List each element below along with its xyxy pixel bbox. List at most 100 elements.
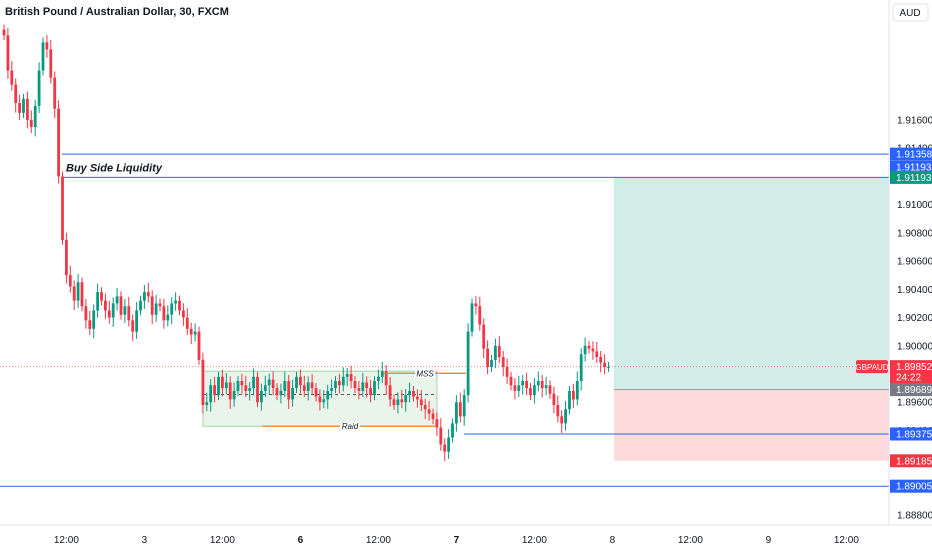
candle[interactable]: [591, 341, 595, 360]
candle-body[interactable]: [111, 303, 115, 318]
candle-body[interactable]: [209, 385, 213, 403]
candle[interactable]: [236, 376, 240, 396]
candle[interactable]: [595, 341, 599, 364]
candle-body[interactable]: [330, 388, 333, 391]
candle-body[interactable]: [599, 357, 603, 363]
candle[interactable]: [72, 280, 76, 311]
candle-body[interactable]: [560, 416, 564, 424]
candle-body[interactable]: [564, 409, 567, 424]
candle[interactable]: [330, 379, 333, 399]
candle[interactable]: [205, 392, 209, 412]
candle[interactable]: [575, 371, 579, 406]
candle[interactable]: [252, 368, 255, 396]
candle-body[interactable]: [92, 310, 96, 329]
candle-body[interactable]: [205, 402, 209, 406]
candle[interactable]: [447, 429, 450, 459]
candle-body[interactable]: [26, 98, 29, 120]
candle-body[interactable]: [68, 275, 72, 287]
candle[interactable]: [505, 358, 509, 385]
candle[interactable]: [68, 265, 72, 293]
candle[interactable]: [185, 308, 189, 335]
candle-body[interactable]: [291, 388, 294, 400]
candle-body[interactable]: [607, 366, 610, 368]
candle[interactable]: [416, 389, 419, 408]
candle[interactable]: [127, 296, 131, 327]
candle[interactable]: [178, 295, 181, 316]
candle-body[interactable]: [412, 390, 415, 397]
candle-body[interactable]: [271, 379, 275, 389]
candle[interactable]: [291, 379, 294, 407]
candle[interactable]: [392, 394, 396, 410]
candle[interactable]: [353, 376, 357, 394]
candle-body[interactable]: [338, 381, 341, 386]
candle[interactable]: [544, 376, 548, 396]
candle-body[interactable]: [521, 381, 525, 386]
candle[interactable]: [65, 232, 68, 284]
candle[interactable]: [396, 392, 400, 414]
candle[interactable]: [263, 375, 267, 397]
candle-body[interactable]: [275, 388, 279, 396]
candle[interactable]: [466, 323, 470, 403]
candle-body[interactable]: [536, 381, 540, 386]
candle-body[interactable]: [213, 385, 216, 396]
candle-body[interactable]: [185, 317, 189, 329]
candle-body[interactable]: [146, 292, 150, 297]
candle[interactable]: [6, 28, 10, 79]
candle-body[interactable]: [455, 402, 458, 424]
candle[interactable]: [260, 383, 263, 411]
candle[interactable]: [572, 383, 575, 408]
candle-body[interactable]: [10, 70, 14, 85]
candle[interactable]: [224, 373, 228, 395]
candle-body[interactable]: [369, 388, 372, 396]
candle-body[interactable]: [267, 379, 271, 386]
candle[interactable]: [408, 382, 411, 403]
candle-body[interactable]: [45, 42, 49, 50]
candle-body[interactable]: [248, 388, 252, 391]
candle[interactable]: [384, 365, 388, 395]
candle[interactable]: [10, 61, 14, 91]
candle[interactable]: [170, 297, 174, 325]
candle[interactable]: [404, 389, 408, 412]
candle[interactable]: [536, 371, 540, 392]
candle[interactable]: [587, 340, 591, 354]
candle-body[interactable]: [361, 382, 365, 391]
candle[interactable]: [49, 39, 53, 84]
candle-body[interactable]: [240, 381, 244, 386]
candle[interactable]: [131, 314, 135, 342]
candle-body[interactable]: [377, 376, 380, 382]
candle-body[interactable]: [443, 444, 447, 452]
candle[interactable]: [2, 24, 6, 41]
candle-body[interactable]: [447, 437, 450, 452]
candle-body[interactable]: [427, 409, 431, 414]
candle[interactable]: [197, 326, 201, 365]
candle-body[interactable]: [306, 382, 310, 391]
candle-body[interactable]: [244, 385, 248, 391]
candle-body[interactable]: [150, 296, 154, 315]
candle-body[interactable]: [2, 29, 6, 36]
candle-body[interactable]: [49, 49, 53, 78]
candle-body[interactable]: [341, 376, 345, 386]
candle-body[interactable]: [236, 381, 240, 391]
candle-body[interactable]: [431, 413, 435, 420]
candle-body[interactable]: [104, 300, 107, 311]
candle[interactable]: [556, 395, 560, 423]
candle[interactable]: [76, 273, 80, 308]
candle[interactable]: [314, 383, 318, 402]
candle[interactable]: [486, 340, 489, 375]
candle-body[interactable]: [373, 381, 376, 396]
candle-body[interactable]: [572, 390, 575, 400]
candle[interactable]: [96, 283, 99, 318]
candle[interactable]: [88, 310, 92, 335]
candle[interactable]: [361, 373, 365, 397]
candle[interactable]: [513, 378, 517, 400]
candle-body[interactable]: [96, 292, 99, 311]
candle-body[interactable]: [505, 366, 509, 377]
candle-body[interactable]: [201, 359, 205, 406]
candle[interactable]: [607, 361, 610, 372]
time-axis[interactable]: 12:00 3 12:00 6 12:00 7 12:00 8 12:00 9 12:00: [54, 535, 859, 546]
candle[interactable]: [334, 376, 337, 394]
candle-body[interactable]: [579, 354, 583, 382]
candle[interactable]: [341, 367, 345, 392]
candle-body[interactable]: [299, 376, 302, 386]
